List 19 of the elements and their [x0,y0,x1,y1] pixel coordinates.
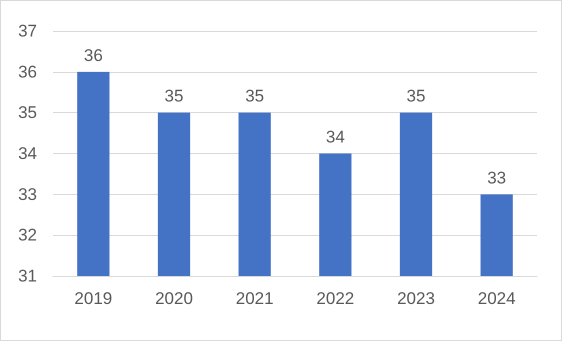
data-label: 35 [164,86,184,106]
data-label: 35 [406,86,426,106]
x-tick-label: 2021 [236,289,274,308]
x-tick-label: 2023 [397,289,435,308]
y-tick-label: 37 [18,22,37,40]
y-tick-label: 31 [18,266,37,286]
y-tick-label: 34 [18,144,37,163]
x-tick-label: 2022 [316,289,354,308]
x-tick-label: 2020 [155,289,193,308]
x-tick-label: 2019 [74,289,112,308]
data-label: 36 [84,46,103,65]
data-label: 33 [487,168,506,188]
x-tick-label: 2024 [478,289,516,308]
y-tick-label: 36 [18,62,37,82]
data-label: 34 [326,128,345,146]
y-tick-label: 33 [18,184,37,204]
y-tick-label: 32 [18,226,37,245]
y-tick-label: 35 [18,103,37,122]
data-label: 35 [245,86,264,106]
